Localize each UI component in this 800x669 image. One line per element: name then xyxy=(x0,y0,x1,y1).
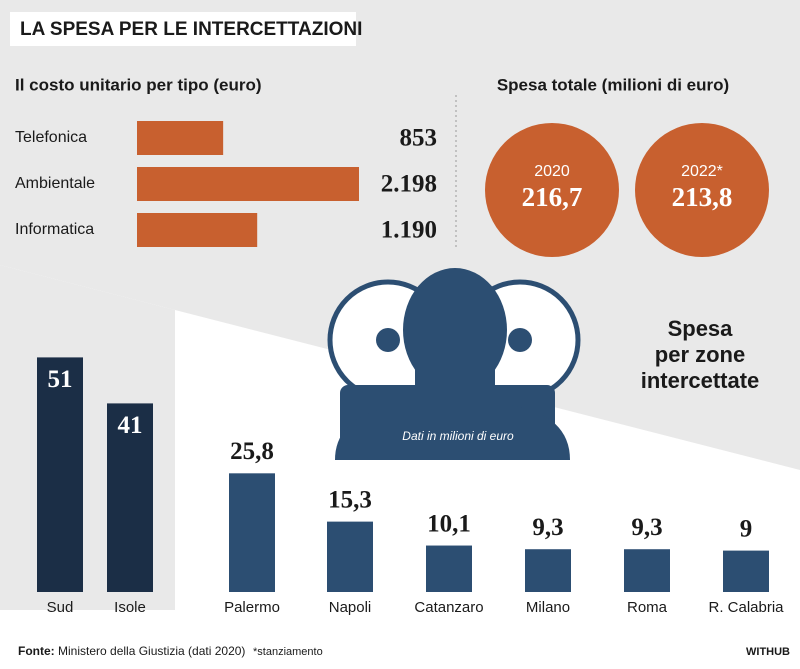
value-label: 1.190 xyxy=(381,217,437,244)
value-label: 51 xyxy=(48,366,73,393)
x-tick-label: Palermo xyxy=(224,599,280,616)
value-label: 25,8 xyxy=(230,438,274,465)
value-label: 216,7 xyxy=(522,182,583,212)
category-label: Ambientale xyxy=(15,175,95,192)
bar xyxy=(624,549,670,592)
bar xyxy=(229,473,275,592)
chart-title: Il costo unitario per tipo (euro) xyxy=(15,75,262,94)
x-tick-label: Isole xyxy=(114,599,146,616)
left-panel-top xyxy=(0,265,175,310)
chart-title: Spesa totale (milioni di euro) xyxy=(497,75,729,94)
total-circle xyxy=(635,123,769,257)
value-label: 9,3 xyxy=(631,514,662,541)
bar xyxy=(426,545,472,592)
x-tick-label: Catanzaro xyxy=(414,599,483,616)
value-label: 15,3 xyxy=(328,486,372,513)
bar xyxy=(137,121,224,155)
note: *stanziamento xyxy=(253,646,323,658)
value-label: 9 xyxy=(740,515,753,542)
value-label: 9,3 xyxy=(532,514,563,541)
title: LA SPESA PER LE INTERCETTAZIONI xyxy=(20,19,362,40)
illustration xyxy=(327,268,581,460)
bar xyxy=(723,550,769,592)
bar xyxy=(525,549,571,592)
category-label: Telefonica xyxy=(15,129,87,146)
total-circle xyxy=(485,123,619,257)
value-label: 853 xyxy=(400,125,438,152)
year-label: 2022* xyxy=(681,163,723,180)
x-tick-label: R. Calabria xyxy=(708,599,784,616)
top-panel xyxy=(0,0,800,470)
bar xyxy=(137,167,359,201)
bar xyxy=(327,521,373,592)
x-tick-label: Sud xyxy=(47,599,74,616)
x-tick-label: Napoli xyxy=(329,599,372,616)
year-label: 2020 xyxy=(534,163,570,180)
chart-title: Spesa per zone intercettate xyxy=(641,316,760,393)
bar xyxy=(137,213,258,247)
source: Ministero della Giustizia (dati 2020) xyxy=(58,644,245,658)
bar xyxy=(107,403,153,592)
chart-subtitle: Dati in milioni di euro xyxy=(402,429,514,443)
x-tick-label: Milano xyxy=(526,599,570,616)
category-label: Informatica xyxy=(15,221,94,238)
bar xyxy=(37,357,83,592)
value-label: 2.198 xyxy=(381,171,437,198)
source-label: Fonte: xyxy=(18,644,55,658)
title-box xyxy=(10,12,356,46)
value-label: 10,1 xyxy=(427,510,471,537)
value-label: 41 xyxy=(118,412,143,439)
x-tick-label: Roma xyxy=(627,599,668,616)
value-label: 213,8 xyxy=(672,182,733,212)
brand: WITHUB xyxy=(746,646,790,658)
